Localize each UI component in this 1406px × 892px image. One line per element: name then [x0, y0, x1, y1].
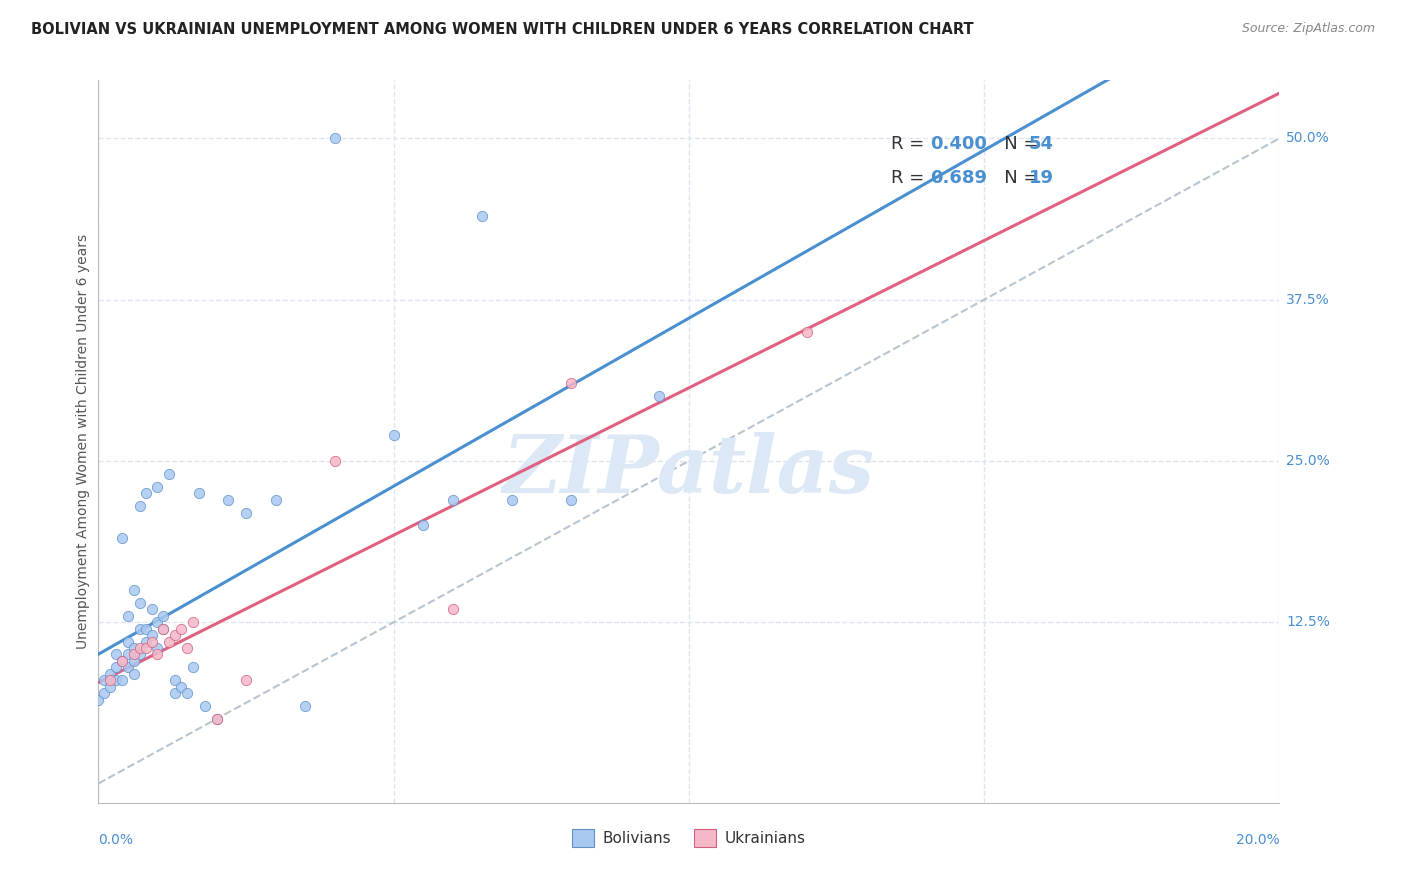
- Point: [98, 666, 121, 681]
- Text: 0.400: 0.400: [931, 136, 987, 153]
- Text: 0.689: 0.689: [931, 169, 987, 186]
- Point: [105, 673, 128, 688]
- Point: [264, 492, 287, 507]
- Point: [117, 648, 139, 662]
- Text: 37.5%: 37.5%: [1286, 293, 1330, 307]
- Point: [205, 712, 228, 726]
- Text: ZIPatlas: ZIPatlas: [503, 432, 875, 509]
- Point: [111, 654, 134, 668]
- Point: [382, 428, 405, 442]
- Text: 54: 54: [1029, 136, 1054, 153]
- Text: R =: R =: [891, 169, 931, 186]
- Point: [128, 622, 150, 636]
- Point: [128, 499, 150, 513]
- Point: [501, 492, 523, 507]
- Point: [117, 634, 139, 648]
- Point: [141, 602, 163, 616]
- Point: [128, 596, 150, 610]
- Point: [176, 686, 198, 700]
- Text: N =: N =: [987, 169, 1045, 186]
- Point: [152, 622, 174, 636]
- Point: [117, 660, 139, 674]
- Point: [111, 673, 134, 688]
- Point: [217, 492, 239, 507]
- Point: [105, 648, 128, 662]
- Text: BOLIVIAN VS UKRAINIAN UNEMPLOYMENT AMONG WOMEN WITH CHILDREN UNDER 6 YEARS CORRE: BOLIVIAN VS UKRAINIAN UNEMPLOYMENT AMONG…: [31, 22, 973, 37]
- Point: [135, 622, 157, 636]
- Point: [122, 666, 145, 681]
- Point: [98, 680, 121, 694]
- Text: R =: R =: [891, 136, 931, 153]
- Point: [441, 602, 464, 616]
- Point: [560, 376, 582, 391]
- Point: [141, 628, 163, 642]
- Text: 12.5%: 12.5%: [1286, 615, 1330, 629]
- Point: [235, 673, 257, 688]
- Point: [181, 660, 204, 674]
- Point: [205, 712, 228, 726]
- Point: [152, 622, 174, 636]
- Text: 25.0%: 25.0%: [1286, 454, 1330, 468]
- Point: [93, 686, 115, 700]
- Point: [111, 531, 134, 545]
- Point: [93, 673, 115, 688]
- Point: [412, 518, 434, 533]
- Point: [146, 615, 169, 630]
- Text: N =: N =: [987, 136, 1045, 153]
- Point: [122, 582, 145, 597]
- Point: [170, 680, 193, 694]
- Point: [146, 648, 169, 662]
- Point: [194, 699, 217, 714]
- Text: 19: 19: [1029, 169, 1054, 186]
- Point: [135, 640, 157, 655]
- Point: [165, 686, 187, 700]
- Point: [122, 654, 145, 668]
- Point: [105, 660, 128, 674]
- Point: [152, 608, 174, 623]
- Point: [135, 634, 157, 648]
- Point: [111, 654, 134, 668]
- Point: [157, 467, 180, 481]
- Point: [128, 648, 150, 662]
- Point: [122, 640, 145, 655]
- Point: [87, 692, 110, 706]
- Point: [323, 131, 346, 145]
- Point: [648, 389, 671, 403]
- Point: [135, 486, 157, 500]
- Point: [157, 634, 180, 648]
- Point: [294, 699, 316, 714]
- Point: [165, 673, 187, 688]
- Point: [165, 628, 187, 642]
- Point: [141, 634, 163, 648]
- Text: 50.0%: 50.0%: [1286, 131, 1330, 145]
- Point: [441, 492, 464, 507]
- Text: Source: ZipAtlas.com: Source: ZipAtlas.com: [1241, 22, 1375, 36]
- Y-axis label: Unemployment Among Women with Children Under 6 years: Unemployment Among Women with Children U…: [76, 234, 90, 649]
- Point: [323, 454, 346, 468]
- Point: [187, 486, 209, 500]
- Legend: Bolivians, Ukrainians: Bolivians, Ukrainians: [567, 823, 811, 853]
- Text: 20.0%: 20.0%: [1236, 833, 1279, 847]
- Point: [471, 209, 494, 223]
- Point: [560, 492, 582, 507]
- Point: [98, 673, 121, 688]
- Point: [235, 506, 257, 520]
- Point: [796, 325, 818, 339]
- Point: [181, 615, 204, 630]
- Point: [128, 640, 150, 655]
- Point: [122, 648, 145, 662]
- Point: [117, 608, 139, 623]
- Text: 0.0%: 0.0%: [98, 833, 134, 847]
- Point: [146, 480, 169, 494]
- Point: [170, 622, 193, 636]
- Point: [176, 640, 198, 655]
- Point: [146, 640, 169, 655]
